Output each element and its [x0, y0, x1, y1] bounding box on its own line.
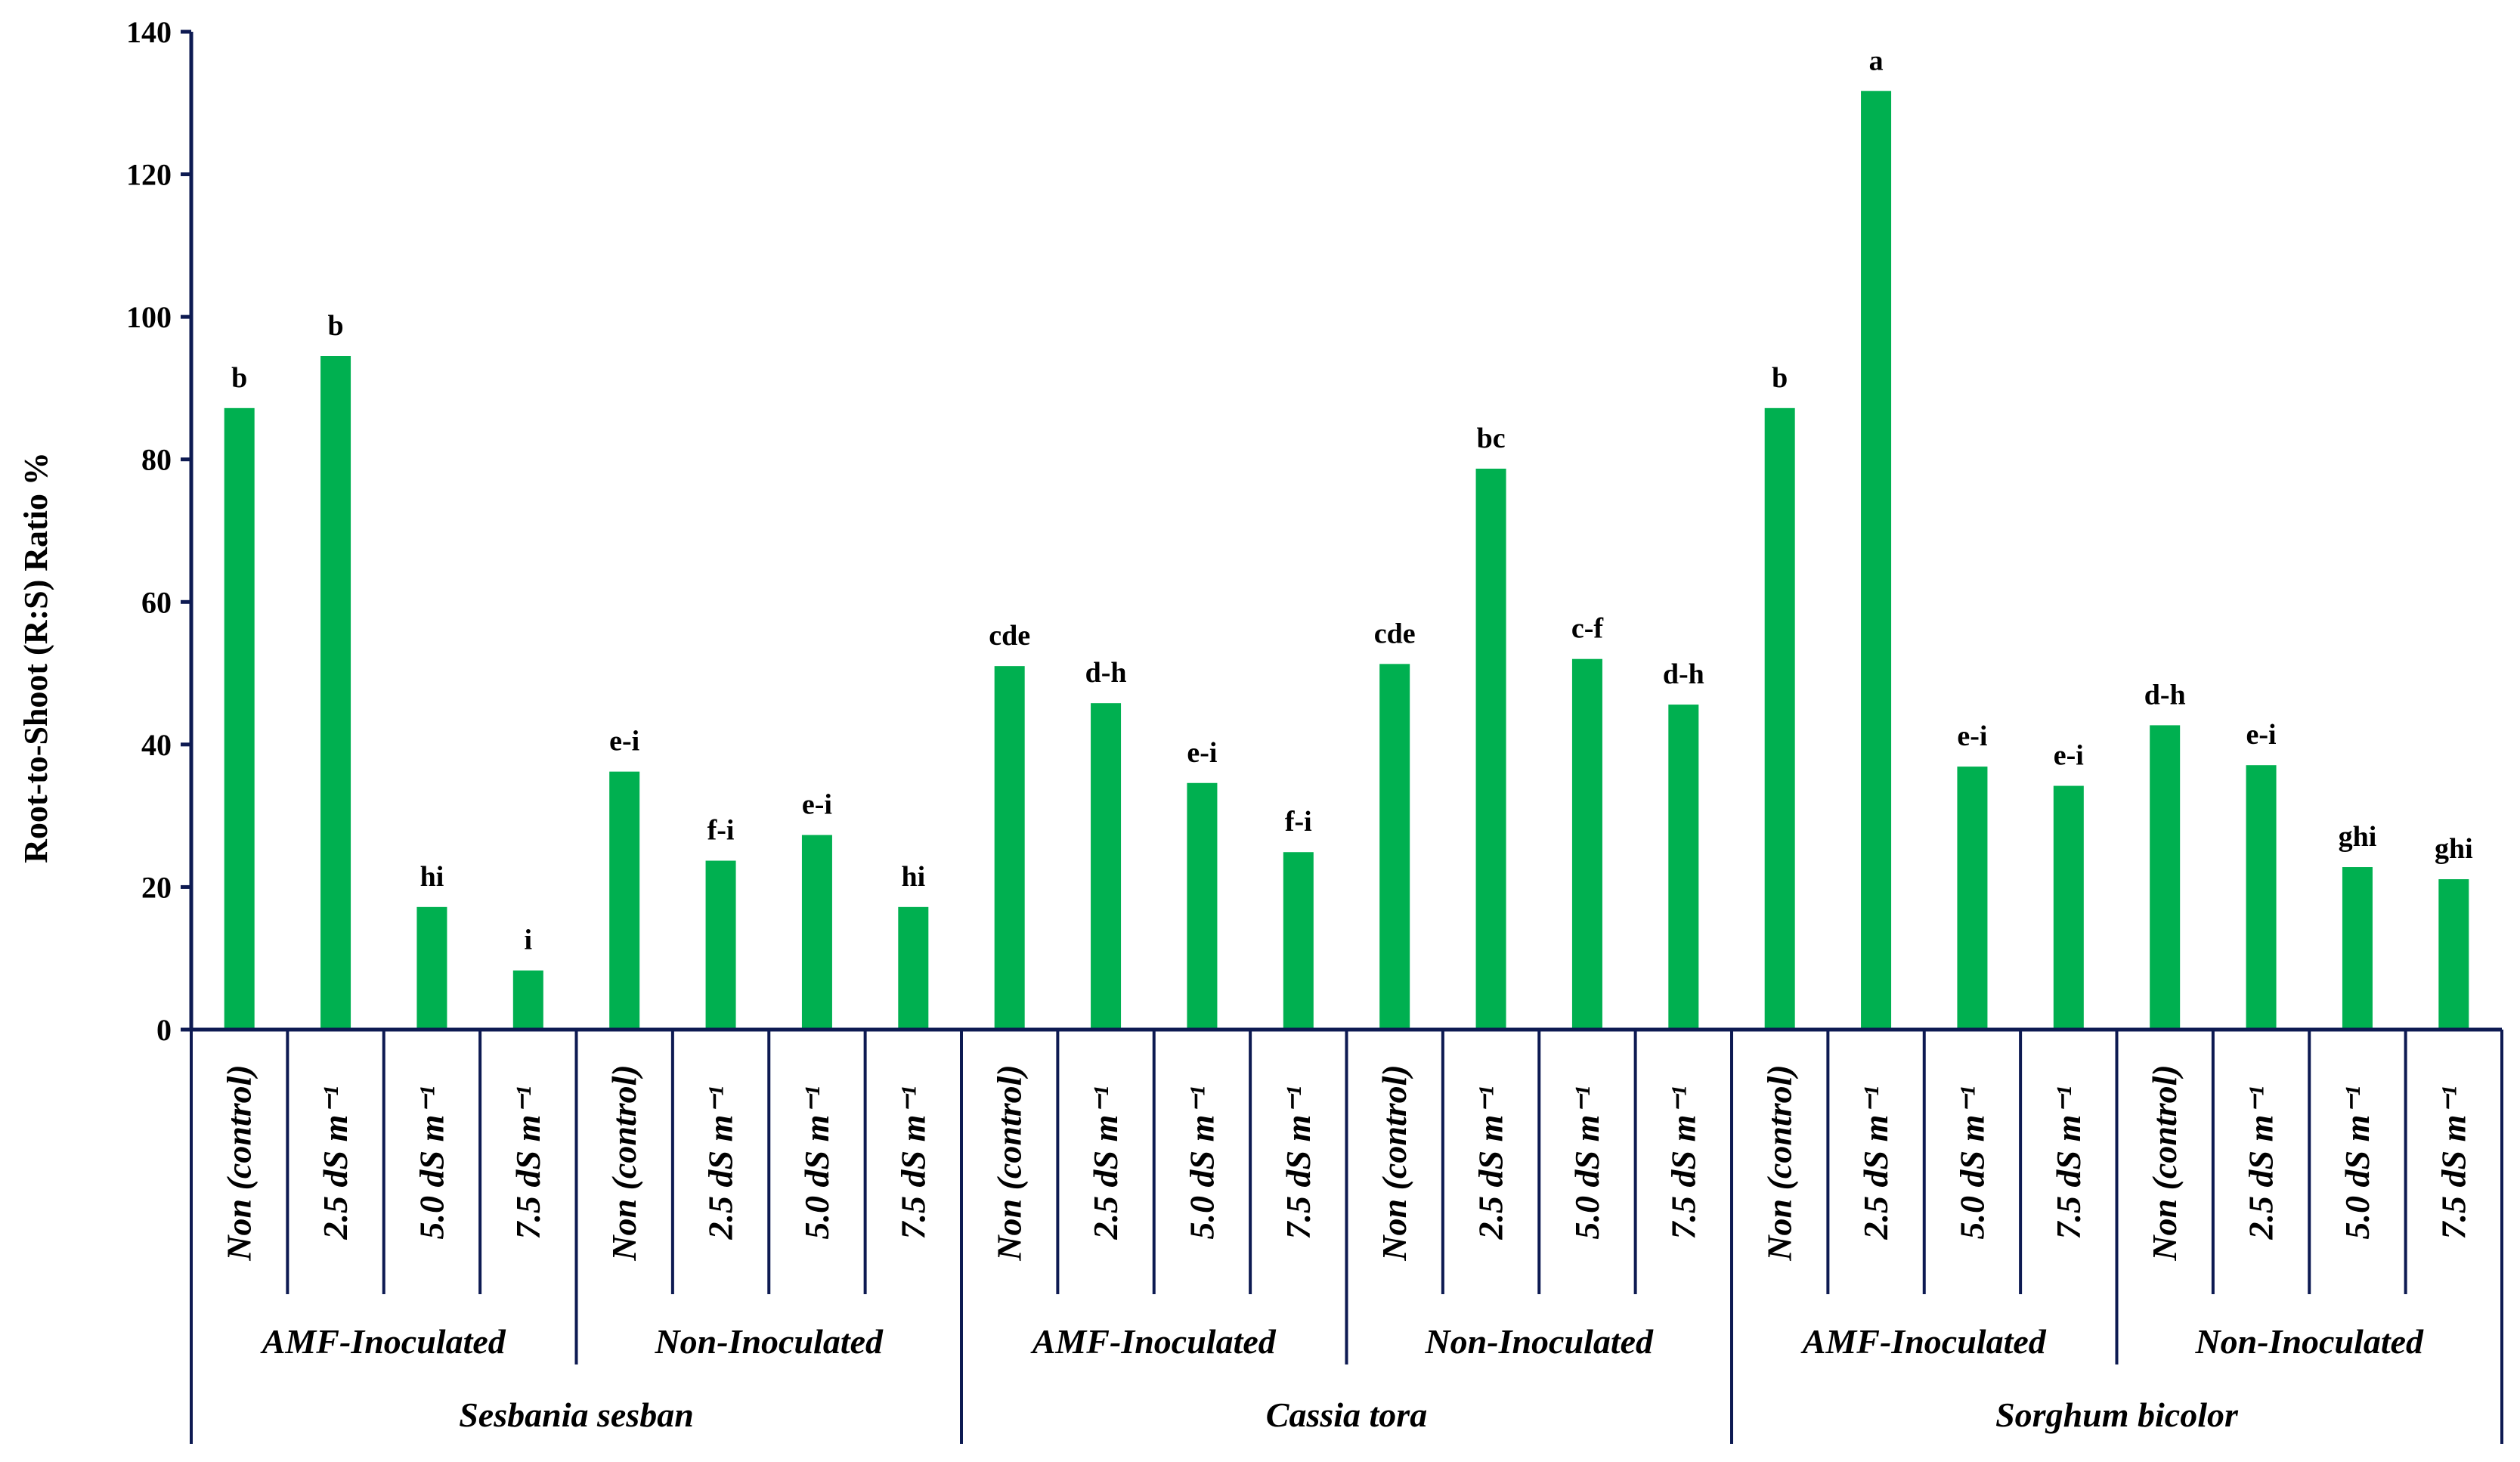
bar	[1475, 468, 1506, 1030]
bar	[2246, 765, 2277, 1030]
bar-data-label: e-i	[1957, 720, 1987, 752]
category-label: 5.0 dS m⁻¹	[1952, 1086, 1991, 1240]
bar	[609, 771, 640, 1030]
bar	[1668, 705, 1699, 1030]
y-tick-label: 60	[141, 585, 172, 619]
category-label: Non (control)	[2145, 1064, 2184, 1261]
category-label: 5.0 dS m⁻¹	[2338, 1086, 2376, 1240]
category-label: 2.5 dS m⁻¹	[701, 1086, 740, 1241]
bar	[705, 860, 736, 1030]
bar	[801, 835, 832, 1030]
bar-data-label: e-i	[609, 726, 639, 757]
bar	[416, 906, 447, 1030]
bar-data-label: ghi	[2435, 833, 2473, 865]
bar	[1957, 767, 1988, 1030]
category-label: Non (control)	[605, 1064, 643, 1261]
y-tick-label: 0	[156, 1013, 172, 1047]
species-label: Cassia tora	[1266, 1395, 1427, 1434]
category-label: 7.5 dS m⁻¹	[1279, 1086, 1317, 1240]
bar	[1283, 852, 1314, 1030]
bar	[320, 356, 351, 1030]
bar-data-label: e-i	[1187, 737, 1217, 769]
category-label: 7.5 dS m⁻¹	[1664, 1086, 1702, 1240]
bar	[1861, 91, 1892, 1030]
bar	[2150, 725, 2181, 1030]
bar-data-label: bc	[1477, 423, 1506, 454]
bar	[512, 970, 543, 1030]
bar-data-label: cde	[1374, 618, 1416, 649]
bar-data-label: a	[1869, 45, 1884, 76]
bar-data-label: ghi	[2339, 821, 2377, 853]
bar-data-label: c-f	[1571, 613, 1605, 645]
category-label: 2.5 dS m⁻¹	[1472, 1086, 1510, 1241]
bar-data-label: hi	[420, 861, 444, 893]
treatment-group-label: Non-Inoculated	[654, 1322, 884, 1361]
bar	[1571, 658, 1602, 1030]
bar-data-label: i	[525, 925, 533, 956]
category-label: 2.5 dS m⁻¹	[1086, 1086, 1125, 1241]
bar	[1187, 782, 1218, 1030]
bar	[994, 666, 1025, 1030]
bar-data-label: e-i	[2246, 719, 2277, 751]
category-label: 7.5 dS m⁻¹	[2434, 1086, 2472, 1240]
bar-data-label: hi	[901, 861, 925, 893]
y-axis-label: Root-to-Shoot (R:S) Ratio %	[17, 452, 54, 863]
bar-data-label: e-i	[2054, 740, 2084, 772]
bar	[2342, 867, 2373, 1030]
category-label: Non (control)	[990, 1064, 1029, 1261]
y-tick-label: 40	[141, 728, 172, 762]
category-label: 7.5 dS m⁻¹	[2049, 1086, 2088, 1240]
category-label: Non (control)	[1760, 1064, 1799, 1261]
bar-data-label: b	[231, 362, 247, 394]
bar	[898, 906, 929, 1030]
bars: b b hi i e-i f-i e-i hi cde d-h e-i f-i cde bc c-f d-h b…	[224, 45, 2473, 1030]
bar	[1091, 703, 1122, 1030]
y-axis: 0 20 40 60 80 100 120 140	[126, 15, 193, 1047]
category-label: 2.5 dS m⁻¹	[2242, 1086, 2280, 1241]
bar	[2053, 785, 2084, 1030]
bar-data-label: b	[1772, 362, 1788, 394]
treatment-group-label: Non-Inoculated	[2194, 1322, 2424, 1361]
category-label: 2.5 dS m⁻¹	[316, 1086, 354, 1241]
treatment-group-label: AMF-Inoculated	[1800, 1322, 2047, 1361]
y-tick-label: 140	[126, 15, 172, 49]
y-tick-label: 120	[126, 158, 172, 192]
category-label: 5.0 dS m⁻¹	[412, 1086, 450, 1240]
bar-data-label: f-i	[1285, 806, 1312, 838]
category-label: 5.0 dS m⁻¹	[797, 1086, 836, 1240]
bar-data-label: d-h	[1663, 658, 1704, 690]
y-tick-label: 100	[126, 300, 172, 334]
species-label: Sesbania sesban	[459, 1395, 694, 1434]
bar-data-label: d-h	[1085, 657, 1127, 689]
y-tick-label: 80	[141, 443, 172, 477]
bar-data-label: d-h	[2144, 679, 2186, 711]
x-axis: Non (control) 2.5 dS m⁻¹ 5.0 dS m⁻¹ 7.5 dS …	[190, 1027, 2503, 1444]
species-label: Sorghum bicolor	[1995, 1395, 2239, 1434]
bar-data-label: e-i	[802, 789, 832, 821]
treatment-group-label: Non-Inoculated	[1424, 1322, 1654, 1361]
category-label: 7.5 dS m⁻¹	[509, 1086, 547, 1240]
bar-data-label: b	[327, 310, 343, 342]
bar	[1379, 664, 1410, 1030]
y-tick-label: 20	[141, 870, 172, 904]
category-label: Non (control)	[1375, 1064, 1413, 1261]
treatment-group-label: AMF-Inoculated	[260, 1322, 506, 1361]
bar	[224, 407, 255, 1030]
bar-data-label: cde	[989, 620, 1030, 652]
category-label: 5.0 dS m⁻¹	[1568, 1086, 1606, 1240]
category-label: 2.5 dS m⁻¹	[1856, 1086, 1895, 1241]
category-label: 7.5 dS m⁻¹	[893, 1086, 932, 1240]
category-label: 5.0 dS m⁻¹	[1182, 1086, 1221, 1240]
bar-data-label: f-i	[707, 815, 735, 847]
bar	[2438, 879, 2469, 1030]
bar	[1764, 407, 1795, 1030]
treatment-group-label: AMF-Inoculated	[1030, 1322, 1277, 1361]
category-label: Non (control)	[220, 1064, 259, 1261]
